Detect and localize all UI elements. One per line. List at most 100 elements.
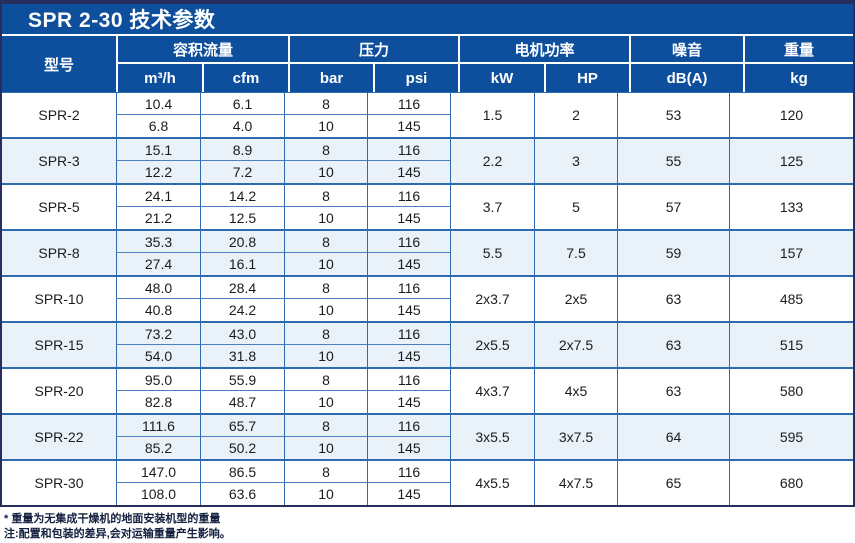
model-cell: SPR-15 [34,337,84,353]
cell-hp: 2x7.5 [534,323,617,367]
cell-db: 53 [617,93,729,137]
cell-bar: 10 [284,483,367,505]
cell-m3h: 21.2 [116,207,200,229]
cell-hp: 2 [534,93,617,137]
cell-bar: 8 [284,415,367,437]
cell-m3h: 15.1 [116,139,200,161]
cell-db: 65 [617,461,729,505]
cell-db: 55 [617,139,729,183]
cell-psi: 116 [367,185,450,207]
cell-kg: 133 [729,185,853,229]
cell-psi: 145 [367,483,450,505]
cell-cfm: 20.8 [200,231,284,253]
cell-psi: 145 [367,161,450,183]
header-unit-hp: HP [546,64,629,92]
cell-kw: 1.5 [450,93,534,137]
model-cell: SPR-3 [38,153,80,169]
cell-cfm: 50.2 [200,437,284,459]
model-cell: SPR-8 [38,245,80,261]
page-title: SPR 2-30 技术参数 [2,4,853,36]
cell-psi: 116 [367,369,450,391]
cell-bar: 8 [284,139,367,161]
table-row-group-spr8: SPR-8 35.3 20.8 8 116 27.4 16.1 10 145 5… [2,229,853,275]
cell-psi: 145 [367,207,450,229]
cell-cfm: 43.0 [200,323,284,345]
cell-bar: 10 [284,161,367,183]
cell-cfm: 8.9 [200,139,284,161]
cell-cfm: 12.5 [200,207,284,229]
cell-hp: 4x7.5 [534,461,617,505]
table-row-group-spr10: SPR-10 48.0 28.4 8 116 40.8 24.2 10 145 … [2,275,853,321]
cell-cfm: 28.4 [200,277,284,299]
table-row-group-spr5: SPR-5 24.1 14.2 8 116 21.2 12.5 10 145 3… [2,183,853,229]
table-row-group-spr15: SPR-15 73.2 43.0 8 116 54.0 31.8 10 145 … [2,321,853,367]
cell-cfm: 6.1 [200,93,284,115]
cell-db: 63 [617,369,729,413]
cell-m3h: 147.0 [116,461,200,483]
model-cell: SPR-20 [34,383,84,399]
table-row-group-spr30: SPR-30 147.0 86.5 8 116 108.0 63.6 10 14… [2,459,853,505]
cell-cfm: 16.1 [200,253,284,275]
header-unit-psi: psi [375,64,458,92]
cell-kg: 515 [729,323,853,367]
header-unit-kw: kW [460,64,544,92]
cell-bar: 10 [284,345,367,367]
cell-kg: 580 [729,369,853,413]
cell-psi: 145 [367,391,450,413]
header-unit-bar: bar [290,64,373,92]
cell-kw: 3x5.5 [450,415,534,459]
cell-m3h: 111.6 [116,415,200,437]
cell-psi: 116 [367,415,450,437]
cell-m3h: 6.8 [116,115,200,137]
footnote-shipping: 注:配置和包装的差异,会对运输重量产生影响。 [4,528,231,540]
cell-bar: 10 [284,437,367,459]
cell-bar: 8 [284,277,367,299]
footnote-weight: * 重量为无集成干燥机的地面安装机型的重量 [4,513,221,525]
cell-cfm: 65.7 [200,415,284,437]
spec-table-card: SPR 2-30 技术参数 型号 容积流量 压力 电机功率 噪音 重量 m³/h… [0,0,855,507]
cell-hp: 7.5 [534,231,617,275]
cell-m3h: 48.0 [116,277,200,299]
model-cell: SPR-10 [34,291,84,307]
table-header: 型号 容积流量 压力 电机功率 噪音 重量 m³/h cfm bar psi k… [2,36,853,93]
cell-cfm: 86.5 [200,461,284,483]
cell-kw: 2x5.5 [450,323,534,367]
footnotes: * 重量为无集成干燥机的地面安装机型的重量 注:配置和包装的差异,会对运输重量产… [0,507,855,542]
header-unit-kg: kg [745,64,853,92]
header-noise: 噪音 [631,36,743,62]
cell-bar: 10 [284,391,367,413]
cell-m3h: 40.8 [116,299,200,321]
cell-kw: 4x5.5 [450,461,534,505]
cell-bar: 8 [284,323,367,345]
cell-m3h: 73.2 [116,323,200,345]
cell-psi: 145 [367,345,450,367]
cell-hp: 2x5 [534,277,617,321]
cell-psi: 116 [367,323,450,345]
cell-cfm: 55.9 [200,369,284,391]
table-row-group-spr20: SPR-20 95.0 55.9 8 116 82.8 48.7 10 145 … [2,367,853,413]
cell-bar: 10 [284,207,367,229]
model-cell: SPR-5 [38,199,80,215]
cell-db: 59 [617,231,729,275]
cell-m3h: 54.0 [116,345,200,367]
cell-psi: 116 [367,461,450,483]
model-cell: SPR-22 [34,429,84,445]
header-power: 电机功率 [460,36,629,62]
cell-cfm: 7.2 [200,161,284,183]
cell-db: 63 [617,323,729,367]
cell-hp: 5 [534,185,617,229]
cell-kg: 680 [729,461,853,505]
cell-bar: 10 [284,299,367,321]
cell-cfm: 63.6 [200,483,284,505]
cell-psi: 116 [367,139,450,161]
table-row-group-spr2: SPR-2 10.4 6.1 8 116 6.8 4.0 10 145 1.5 … [2,93,853,137]
cell-cfm: 24.2 [200,299,284,321]
cell-bar: 8 [284,231,367,253]
cell-cfm: 14.2 [200,185,284,207]
header-unit-cfm: cfm [204,64,288,92]
cell-psi: 116 [367,277,450,299]
cell-psi: 145 [367,115,450,137]
cell-db: 64 [617,415,729,459]
header-model: 型号 [2,36,116,92]
cell-m3h: 12.2 [116,161,200,183]
